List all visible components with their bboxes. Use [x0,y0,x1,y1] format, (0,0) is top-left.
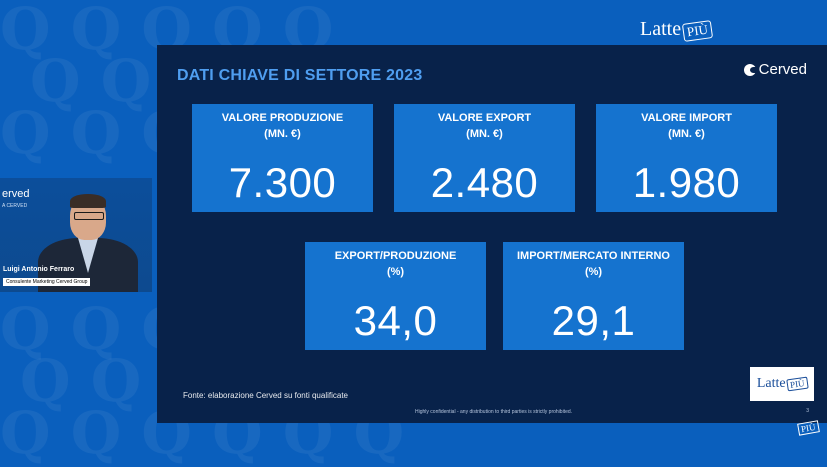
logo-badge: PIÙ [681,20,714,42]
kpi-value: 1.980 [632,158,741,206]
badge-logo-piu: PIÙ [785,376,808,392]
logo-text: Latte [640,18,682,40]
badge-logo-text: Latte [756,376,786,391]
speaker-name: Luigi Antonio Ferraro [3,266,75,273]
kpi-value: 34,0 [353,296,438,344]
slide-page-number: 3 [806,408,809,414]
speaker-role: Consulente Marketing Cerved Group [3,278,91,286]
kpi-export-produzione: EXPORT/PRODUZIONE (%) 34,0 [305,242,486,350]
kpi-label: EXPORT/PRODUZIONE [334,250,457,262]
kpi-unit: (MN. €) [466,127,503,140]
presentation-slide: DATI CHIAVE DI SETTORE 2023 Cerved VALOR… [157,45,827,423]
confidential-notice: Highly confidential - any distribution t… [415,409,573,415]
speaker-hair [70,194,106,208]
kpi-value: 2.480 [430,158,539,206]
kpi-unit: (MN. €) [668,127,705,140]
kpi-label: IMPORT/MERCATO INTERNO [517,250,670,262]
webcam-brand-sub: A CERVED [2,203,28,209]
cerved-logo: Cerved [743,61,807,78]
kpi-unit: (MN. €) [264,127,301,140]
kpi-label: VALORE IMPORT [641,112,732,124]
lattepiu-logo: Latte PIÙ [640,18,714,42]
slide-footnote: Fonte: elaborazione Cerved su fonti qual… [183,391,348,400]
kpi-unit: (%) [386,265,405,278]
kpi-label: VALORE EXPORT [437,112,532,124]
cerved-logo-text: Cerved [758,61,807,78]
kpi-import-mercato-interno: IMPORT/MERCATO INTERNO (%) 29,1 [503,242,684,350]
corner-watermark: PIÙ [797,420,820,436]
kpi-value: 29,1 [551,296,636,344]
kpi-valore-export: VALORE EXPORT (MN. €) 2.480 [394,104,575,212]
cerved-mark-icon [743,63,757,76]
kpi-unit: (%) [584,265,603,278]
kpi-valore-produzione: VALORE PRODUZIONE (MN. €) 7.300 [192,104,373,212]
webcam-brand: erved [2,188,30,200]
slide-title: DATI CHIAVE DI SETTORE 2023 [177,67,423,84]
kpi-value: 7.300 [228,158,337,206]
kpi-valore-import: VALORE IMPORT (MN. €) 1.980 [596,104,777,212]
speaker-video: erved A CERVED Luigi Antonio Ferraro Con… [0,178,152,292]
kpi-label: VALORE PRODUZIONE [221,112,344,124]
lattepiu-badge-logo: Latte PIÙ [750,367,814,401]
speaker-glasses [74,212,104,220]
